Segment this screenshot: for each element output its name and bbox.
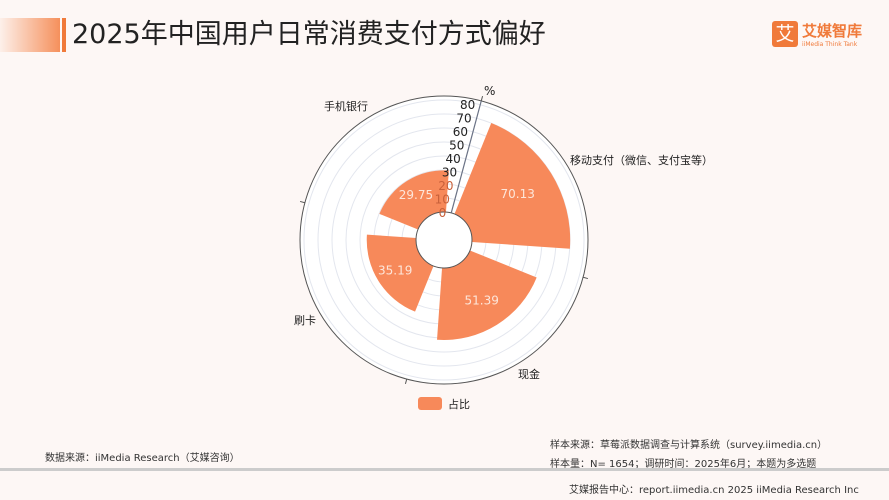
tick-mark	[480, 95, 484, 102]
report-center: 艾媒报告中心：report.iimedia.cn 2025 iiMedia Re…	[569, 485, 859, 496]
inner-circle	[415, 211, 473, 269]
tick-label: 0	[439, 206, 447, 220]
tick-label: 50	[449, 138, 464, 152]
data-label: 51.39	[465, 293, 499, 307]
tick-mark	[404, 378, 408, 385]
tick-label: 20	[438, 179, 453, 193]
title-stripe	[0, 18, 60, 52]
tick-mark	[582, 276, 589, 280]
sample-source: 样本来源：草莓派数据调查与计算系统（survey.iimedia.cn）	[550, 440, 828, 451]
logo-name: 艾媒智库	[802, 22, 863, 40]
tick-label: 10	[435, 192, 450, 206]
data-label: 35.19	[378, 264, 412, 278]
unit-label: %	[484, 84, 495, 98]
divider	[0, 468, 889, 471]
category-label: 移动支付（微信、支付宝等）	[570, 153, 713, 167]
bar	[437, 250, 537, 340]
data-source: 数据来源：iiMedia Research（艾媒咨询）	[45, 453, 240, 464]
tick-label: 80	[460, 98, 475, 112]
category-label: 刷卡	[294, 314, 316, 327]
tick-mark	[299, 200, 306, 204]
tick-label: 60	[453, 125, 468, 139]
radial-axis	[450, 100, 482, 214]
legend-label: 占比	[448, 397, 470, 411]
legend-swatch	[418, 397, 442, 410]
tick-label: 30	[442, 165, 457, 179]
logo-mark: 艾	[772, 21, 798, 47]
data-label: 70.13	[501, 187, 535, 201]
tick-label: 40	[445, 152, 460, 166]
bar	[366, 234, 434, 312]
title-accent	[62, 18, 66, 52]
page-title: 2025年中国用户日常消费支付方式偏好	[72, 19, 546, 50]
logo: 艾 艾媒智库 iiMedia Think Tank	[772, 20, 862, 48]
tick-label: 70	[456, 111, 471, 125]
category-label: 现金	[518, 367, 540, 381]
bar	[454, 123, 571, 249]
grid-circle	[303, 99, 585, 381]
category-label: 手机银行	[324, 99, 368, 113]
data-label: 29.75	[399, 188, 433, 202]
logo-sub: iiMedia Think Tank	[802, 41, 858, 48]
sample-size: 样本量：N= 1654；调研时间：2025年6月；本题为多选题	[550, 459, 817, 470]
